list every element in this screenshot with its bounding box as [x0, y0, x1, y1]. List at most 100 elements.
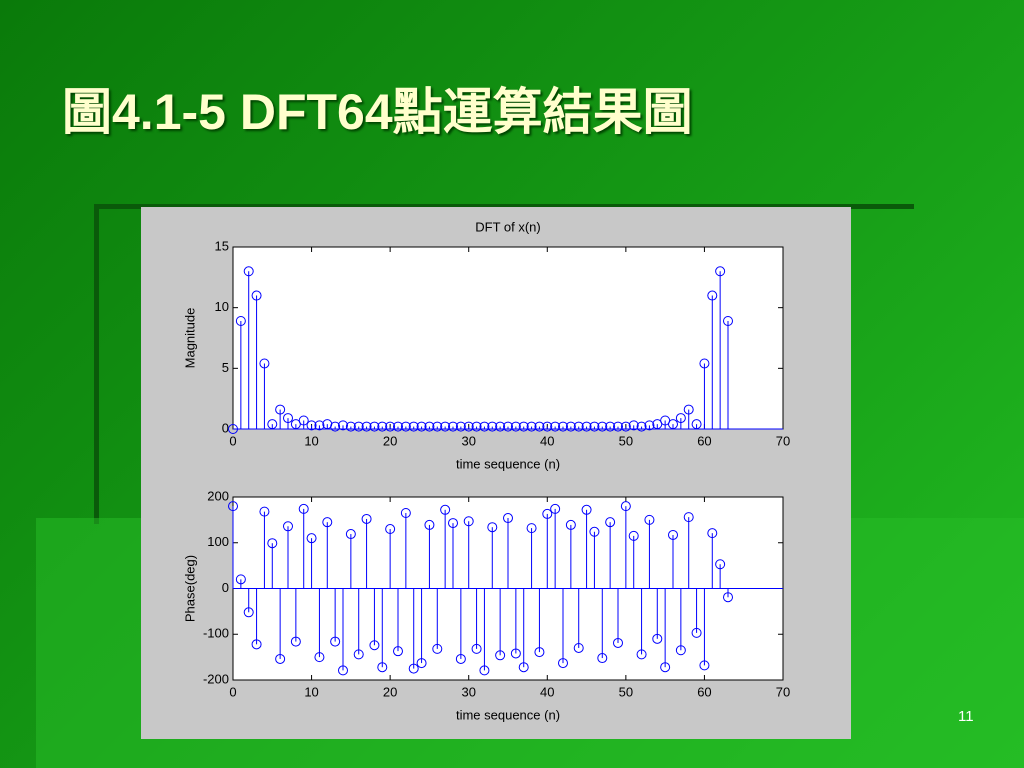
stem-marker	[385, 421, 396, 432]
stem-marker	[322, 419, 333, 430]
stem-marker	[432, 421, 443, 432]
stem-marker	[550, 503, 561, 514]
stem-marker	[573, 642, 584, 653]
x-tick-label: 10	[304, 684, 318, 699]
stem-marker	[668, 529, 678, 540]
stem-marker	[620, 421, 631, 432]
stem-marker	[565, 519, 576, 530]
stem-marker	[534, 647, 545, 658]
stem-marker	[613, 637, 623, 648]
y-tick-label: 0	[222, 580, 229, 595]
stem-marker	[471, 421, 482, 432]
x-tick-label: 0	[229, 684, 236, 699]
stem-marker	[345, 529, 356, 540]
stem-marker	[589, 421, 600, 432]
stem-marker	[597, 421, 608, 432]
stem-marker	[448, 518, 458, 529]
stem-marker	[440, 421, 451, 432]
x-tick-label: 70	[776, 684, 790, 699]
stem-marker	[361, 421, 372, 432]
stem-marker	[479, 421, 490, 432]
stem-marker	[683, 512, 694, 523]
stem-marker	[330, 636, 341, 647]
stem-marker	[440, 504, 451, 515]
stem-marker	[298, 503, 309, 514]
stem-marker	[495, 650, 506, 661]
x-tick-label: 50	[619, 684, 633, 699]
stem-marker	[463, 516, 474, 527]
stem-marker	[715, 559, 726, 570]
x-tick-label: 50	[619, 433, 633, 448]
y-tick-label: -100	[203, 626, 229, 641]
stem-marker	[322, 517, 333, 528]
stem-marker	[542, 421, 553, 432]
x-tick-label: 40	[540, 433, 554, 448]
stem-marker	[691, 627, 702, 638]
stem-marker	[275, 404, 286, 415]
stem-marker	[314, 420, 325, 431]
x-tick-label: 30	[461, 684, 475, 699]
stem-marker	[259, 506, 270, 517]
x-tick-label: 40	[540, 684, 554, 699]
stem-marker	[306, 420, 317, 431]
stem-marker	[550, 421, 561, 432]
x-tick-label: 70	[776, 433, 790, 448]
x-tick-label: 20	[383, 433, 397, 448]
stem-marker	[408, 663, 419, 674]
y-tick-label: 100	[207, 534, 229, 549]
stem-marker	[235, 574, 246, 585]
stem-marker	[487, 522, 498, 533]
x-tick-label: 10	[304, 433, 318, 448]
stem-marker	[691, 419, 702, 430]
x-axis-label: time sequence (n)	[456, 707, 560, 722]
stem-marker	[707, 528, 718, 539]
x-tick-label: 60	[697, 684, 711, 699]
stem-marker	[424, 421, 435, 432]
stem-marker	[283, 521, 293, 532]
stem-marker	[534, 421, 545, 432]
x-tick-label: 20	[383, 684, 397, 699]
stem-marker	[558, 421, 568, 432]
stem-marker	[723, 316, 733, 327]
page-number: 11	[958, 708, 974, 725]
stem-marker	[275, 653, 286, 664]
y-tick-label: 5	[222, 360, 229, 375]
chart-title: DFT of x(n)	[475, 219, 541, 234]
decor-bar	[94, 204, 914, 209]
stem-marker	[526, 523, 537, 534]
stem-marker	[353, 649, 364, 660]
stem-marker	[228, 424, 238, 434]
figure: 0 10 20 30 40 50 60 70 0 5 10 15 DFT of x(n) time seq…	[141, 207, 851, 739]
stem-marker	[393, 646, 403, 657]
stem-marker	[424, 519, 435, 530]
stem-marker	[589, 526, 600, 537]
stem-marker	[251, 639, 262, 650]
stem-marker	[463, 421, 474, 432]
stem-marker	[518, 421, 529, 432]
x-tick-label: 30	[461, 433, 475, 448]
stem-marker	[400, 421, 411, 432]
stem-marker	[267, 419, 278, 430]
stem-marker	[510, 648, 521, 659]
stem-marker	[668, 419, 678, 430]
stem-marker	[644, 514, 655, 525]
stem-marker	[228, 501, 238, 512]
stem-marker	[565, 421, 576, 432]
stem-marker	[353, 421, 364, 432]
y-tick-label: 200	[207, 488, 229, 503]
stem-marker	[338, 665, 348, 676]
y-tick-label: 15	[215, 238, 229, 253]
stem-marker	[455, 421, 466, 432]
stem-marker	[243, 266, 254, 277]
plot-area	[232, 246, 784, 430]
stem-marker	[479, 665, 490, 676]
stem-marker	[518, 662, 529, 673]
stem-marker	[495, 421, 506, 432]
x-tick-label: 60	[697, 433, 711, 448]
stem-marker	[605, 517, 616, 528]
y-tick-label: 0	[222, 420, 229, 435]
stem-marker	[581, 504, 592, 515]
stem-marker	[267, 538, 278, 549]
stem-marker	[605, 421, 616, 432]
